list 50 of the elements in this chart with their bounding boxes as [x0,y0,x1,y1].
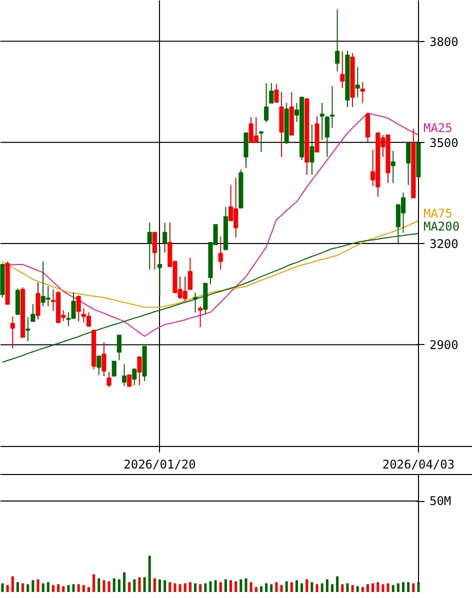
candlestick [122,364,127,387]
x-tick-label: 2026/04/03 [382,458,455,472]
series-label: MA25 [423,121,452,136]
y-tick-label: 2900 [429,338,458,352]
candlestick [147,222,152,270]
candlestick [112,360,116,377]
candlestick [26,316,30,342]
candlestick [198,306,203,328]
candlestick [106,372,112,388]
candlestick [406,142,411,186]
candlestick [76,294,81,322]
candlestick [157,246,162,297]
candlestick [365,112,370,143]
candlestick [269,82,274,104]
candlestick [360,82,365,104]
y-tick-label: 50M [429,494,452,508]
candlestick [15,288,20,315]
x-tick-label: 2026/01/20 [124,458,196,472]
candlestick [137,356,142,386]
candlestick [390,150,396,184]
y-tick-label: 3500 [429,136,458,150]
candlestick [30,304,36,322]
candlestick [258,130,264,152]
candlestick [244,132,248,168]
candlestick [127,374,132,388]
candlestick [218,236,223,270]
candlestick [264,82,269,123]
candlestick [324,116,330,158]
candlestick [36,282,40,320]
y-tick-label: 3800 [429,34,458,49]
candlestick [132,368,137,386]
series-label: MA200 [423,219,460,234]
candlestick [152,232,157,270]
candlestick [330,86,335,128]
candlestick [162,222,168,254]
candlestick [10,316,15,349]
candlestick [310,124,314,176]
line-series [2,220,419,308]
candlestick [192,292,198,313]
candlestick [188,257,192,290]
candlestick [340,50,345,89]
candlestick [116,334,122,361]
candlestick [355,66,360,98]
candlestick [274,84,279,104]
candlestick [102,342,106,377]
candlestick [96,356,102,376]
y-tick-label: 3200 [429,237,458,252]
candlestick [335,8,340,72]
series-label: MA75 [423,206,452,221]
candlestick [320,102,324,141]
